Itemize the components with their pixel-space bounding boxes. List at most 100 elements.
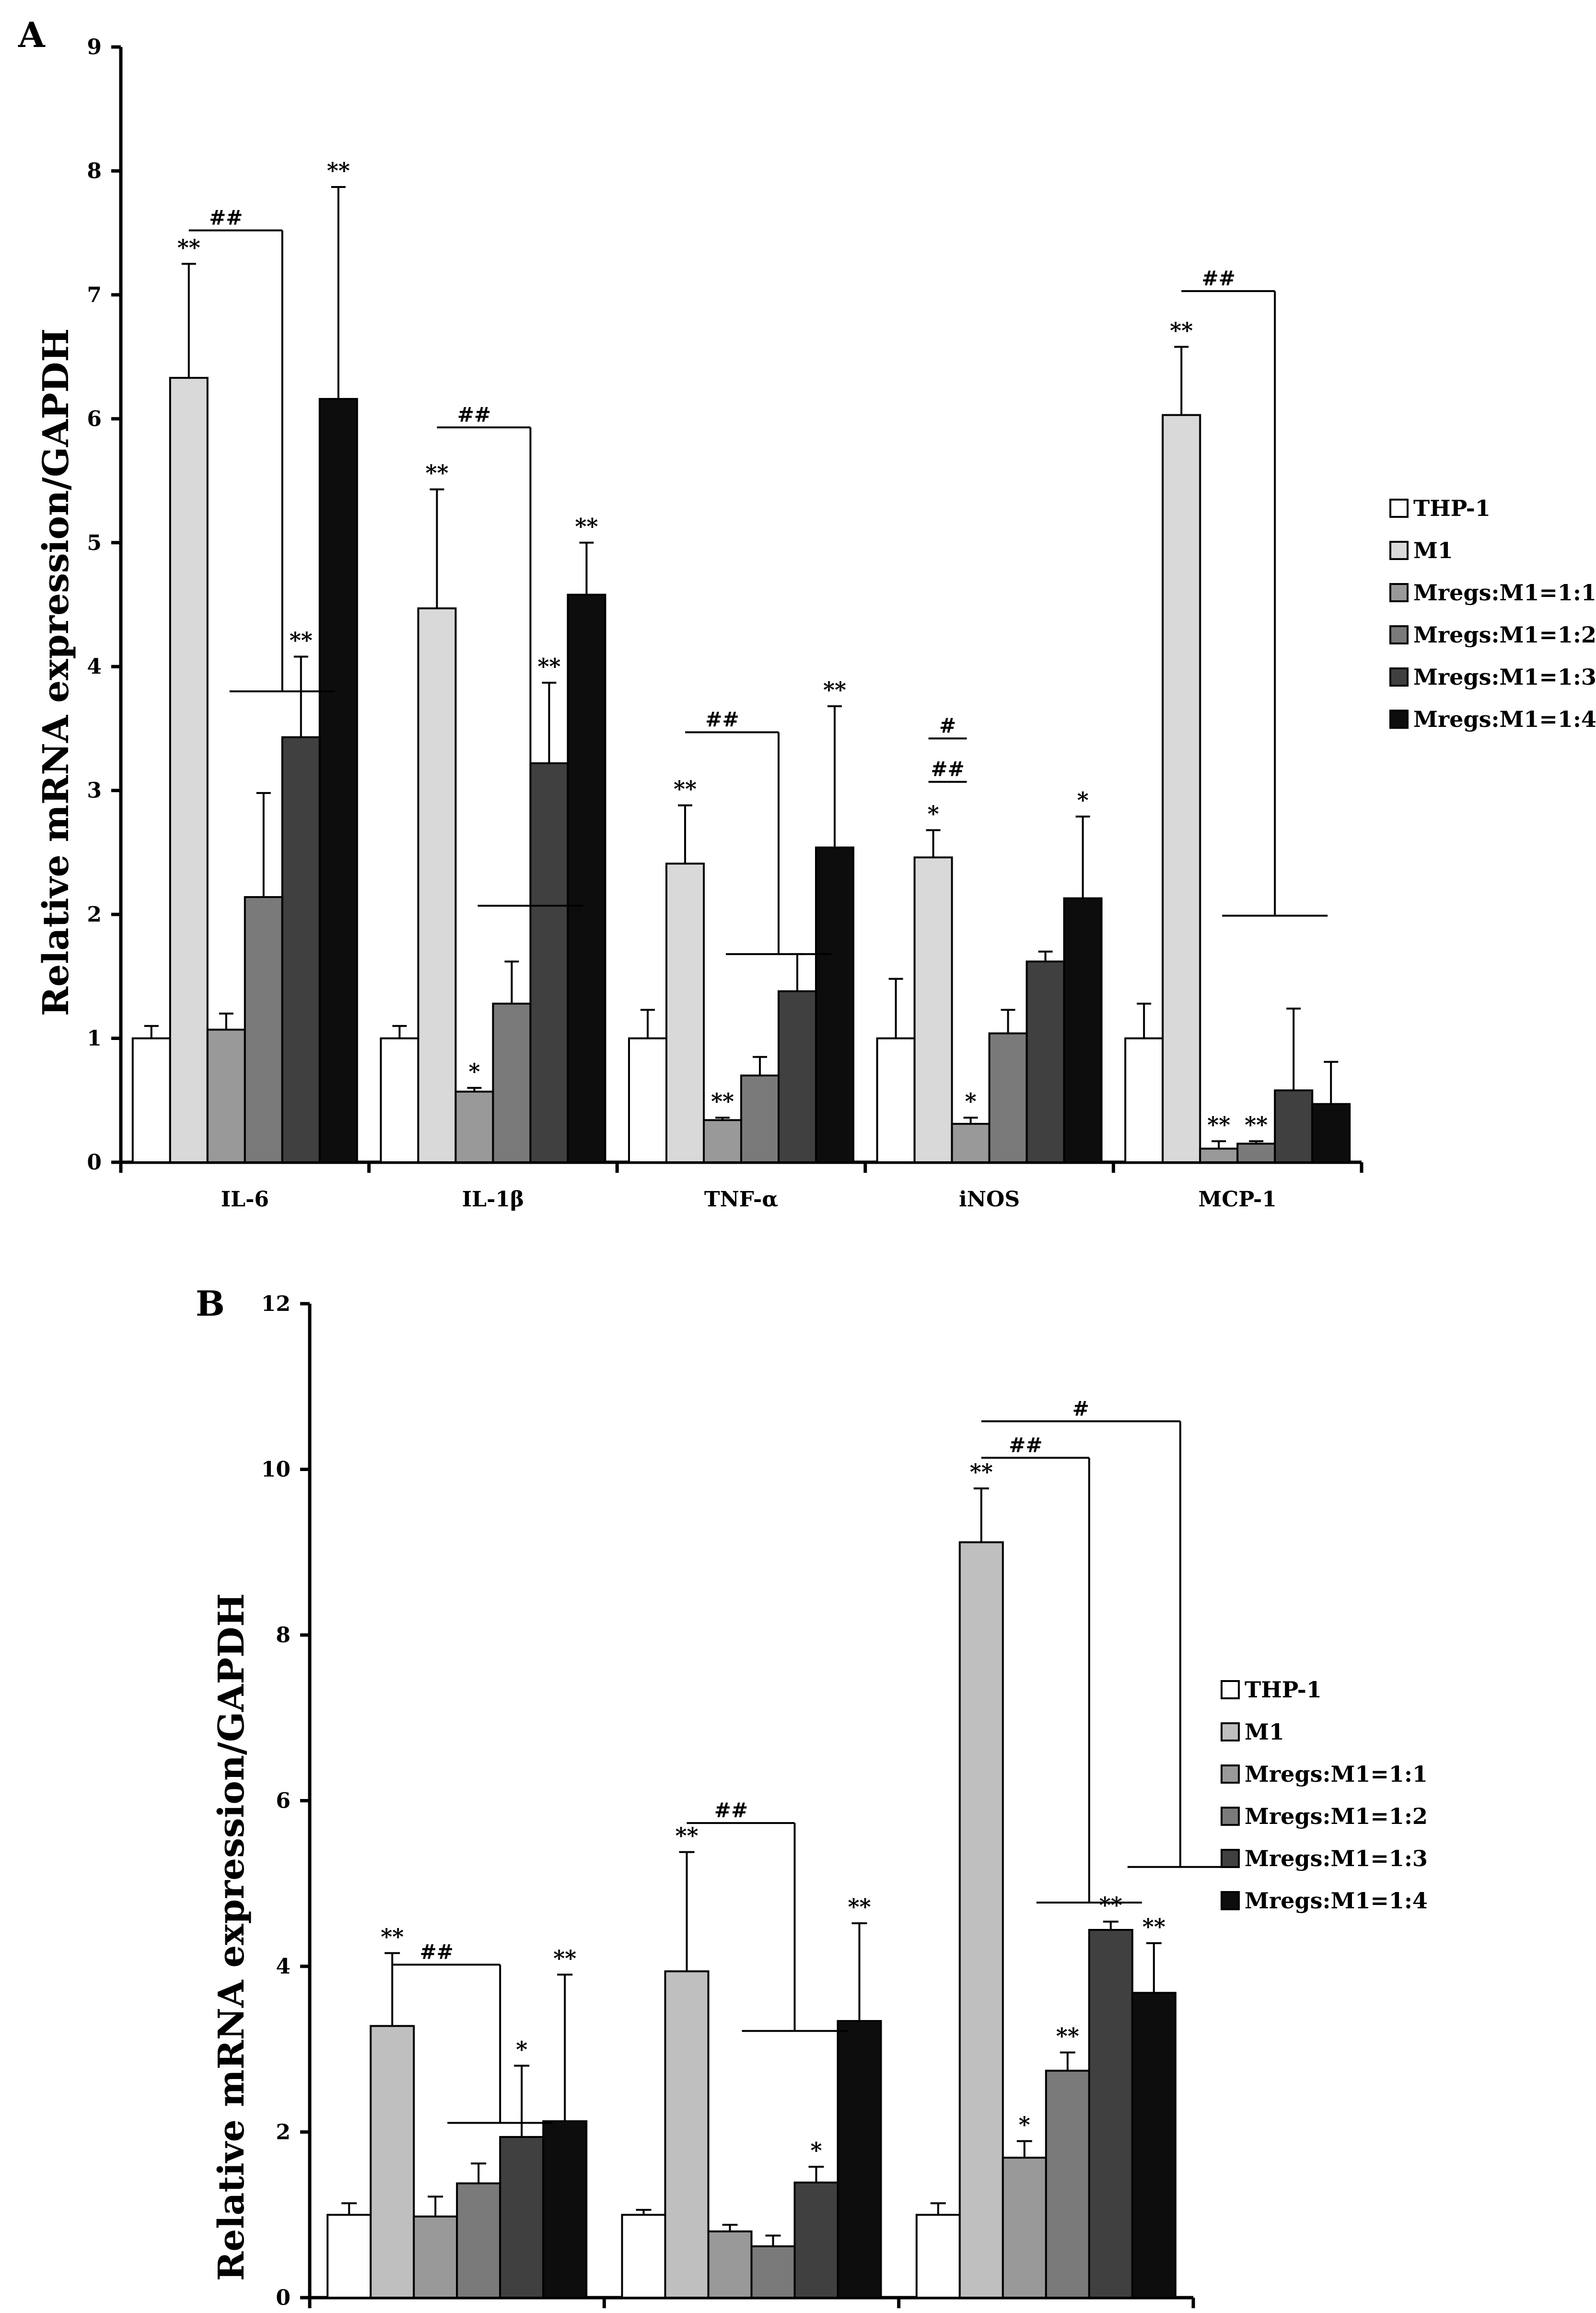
legend-entry: Mregs:M1=1:2 xyxy=(1245,1803,1428,1829)
bar xyxy=(318,397,358,1164)
legend-entry: M1 xyxy=(1245,1719,1284,1745)
y-tick-label: 7 xyxy=(87,283,102,307)
bar xyxy=(988,1032,1028,1163)
significance-star: ** xyxy=(1142,1914,1165,1940)
significance-star: * xyxy=(516,2036,527,2062)
legend-swatch xyxy=(1221,1849,1240,1868)
legend-swatch xyxy=(1389,710,1409,729)
legend-swatch xyxy=(1221,1807,1240,1826)
bar xyxy=(1045,2069,1090,2299)
significance-star: * xyxy=(965,1088,977,1114)
bar xyxy=(621,2214,666,2299)
legend-entry: Mregs:M1=1:1 xyxy=(1245,1761,1428,1787)
bar xyxy=(380,1037,419,1164)
legend-entry: Mregs:M1=1:3 xyxy=(1413,664,1596,690)
bar xyxy=(665,863,705,1164)
chart-panel-b: B Relative mRNA expression/GAPDH 0 2 4 6 8 10… xyxy=(196,1283,1428,2310)
legend-swatch xyxy=(1389,583,1409,602)
bar xyxy=(326,2214,372,2299)
x-category-label: IL-6 xyxy=(221,1187,269,1212)
bar xyxy=(1002,2157,1047,2299)
significance-star: ** xyxy=(970,1459,993,1485)
bar xyxy=(529,762,569,1163)
y-tick-label: 4 xyxy=(276,1954,291,1979)
bar xyxy=(131,1037,171,1164)
bar xyxy=(567,594,606,1163)
legend-swatch xyxy=(1389,499,1409,518)
legend-entry: THP-1 xyxy=(1245,1677,1322,1703)
bar xyxy=(281,736,321,1163)
comparison-bracket-label: ## xyxy=(1202,267,1235,290)
bar xyxy=(1088,1928,1133,2299)
y-tick-label: 2 xyxy=(87,902,102,927)
comparison-bracket-label: ## xyxy=(457,403,491,426)
legend-swatch xyxy=(1389,625,1409,644)
comparison-bracket-label: ## xyxy=(705,708,739,731)
comparison-bracket-label: ## xyxy=(931,758,964,781)
y-tick-label: 9 xyxy=(87,35,102,59)
bar xyxy=(413,2215,458,2299)
bar xyxy=(703,1119,742,1164)
y-tick-label: 0 xyxy=(276,2286,291,2310)
bar xyxy=(1025,960,1065,1163)
significance-star: ** xyxy=(848,1894,871,1920)
bar xyxy=(1311,1103,1351,1163)
legend-swatch xyxy=(1389,667,1409,687)
significance-star: * xyxy=(928,801,939,827)
significance-star: ** xyxy=(290,628,313,654)
significance-star: ** xyxy=(381,1924,404,1950)
x-category-label: MCP-1 xyxy=(1199,1187,1277,1212)
significance-star: ** xyxy=(575,514,598,539)
significance-star: ** xyxy=(823,677,846,703)
bar xyxy=(815,846,854,1164)
bar xyxy=(915,2214,961,2299)
x-category-label: IL-1β xyxy=(462,1187,524,1212)
significance-star: * xyxy=(1077,787,1089,813)
y-tick-label: 10 xyxy=(261,1458,291,1482)
significance-star: ** xyxy=(327,158,350,184)
significance-star: ** xyxy=(675,1823,698,1849)
bar xyxy=(837,2020,882,2299)
y-tick-label: 8 xyxy=(87,159,102,183)
comparison-bracket-label: # xyxy=(1072,1397,1089,1420)
significance-star: ** xyxy=(1207,1112,1230,1138)
comparison-bracket-label: ## xyxy=(419,1940,453,1964)
significance-star: ** xyxy=(553,1945,576,1971)
y-tick-label: 1 xyxy=(87,1027,102,1051)
significance-star: ** xyxy=(1056,2023,1079,2049)
bar xyxy=(1236,1143,1276,1164)
panel-b-y-axis-label: Relative mRNA expression/GAPDH xyxy=(211,1593,252,2281)
legend-entry: Mregs:M1=1:4 xyxy=(1245,1888,1428,1914)
x-category-label: TNF-α xyxy=(704,1187,778,1212)
significance-star: * xyxy=(468,1059,480,1085)
legend-entry: THP-1 xyxy=(1413,495,1491,521)
y-tick-label: 3 xyxy=(87,779,102,803)
bar xyxy=(1199,1147,1239,1163)
significance-star: ** xyxy=(177,234,200,260)
legend-swatch xyxy=(1221,1722,1240,1741)
x-category-label: iNOS xyxy=(959,1187,1020,1212)
comparison-bracket-label: ## xyxy=(209,206,243,229)
bar xyxy=(913,856,953,1163)
y-tick-label: 2 xyxy=(276,2120,291,2145)
significance-star: ** xyxy=(1245,1112,1268,1138)
comparison-bracket-label: # xyxy=(939,714,956,737)
bar xyxy=(750,2245,796,2299)
bar xyxy=(876,1037,916,1164)
bar xyxy=(456,2182,501,2299)
y-tick-label: 6 xyxy=(87,407,102,431)
legend-swatch xyxy=(1389,541,1409,560)
bar xyxy=(244,896,283,1163)
legend-entry: M1 xyxy=(1413,537,1453,563)
y-tick-label: 4 xyxy=(87,654,102,679)
bar xyxy=(454,1090,494,1164)
legend-swatch xyxy=(1221,1680,1240,1699)
significance-star: * xyxy=(810,2138,822,2163)
legend-swatch xyxy=(1221,1764,1240,1784)
bar xyxy=(1131,1992,1177,2299)
bar xyxy=(778,990,817,1163)
significance-star: ** xyxy=(1170,317,1193,343)
bar xyxy=(628,1037,667,1164)
panel-a-y-axis-label: Relative mRNA expression/GAPDH xyxy=(35,328,77,1016)
bar xyxy=(499,2136,545,2299)
